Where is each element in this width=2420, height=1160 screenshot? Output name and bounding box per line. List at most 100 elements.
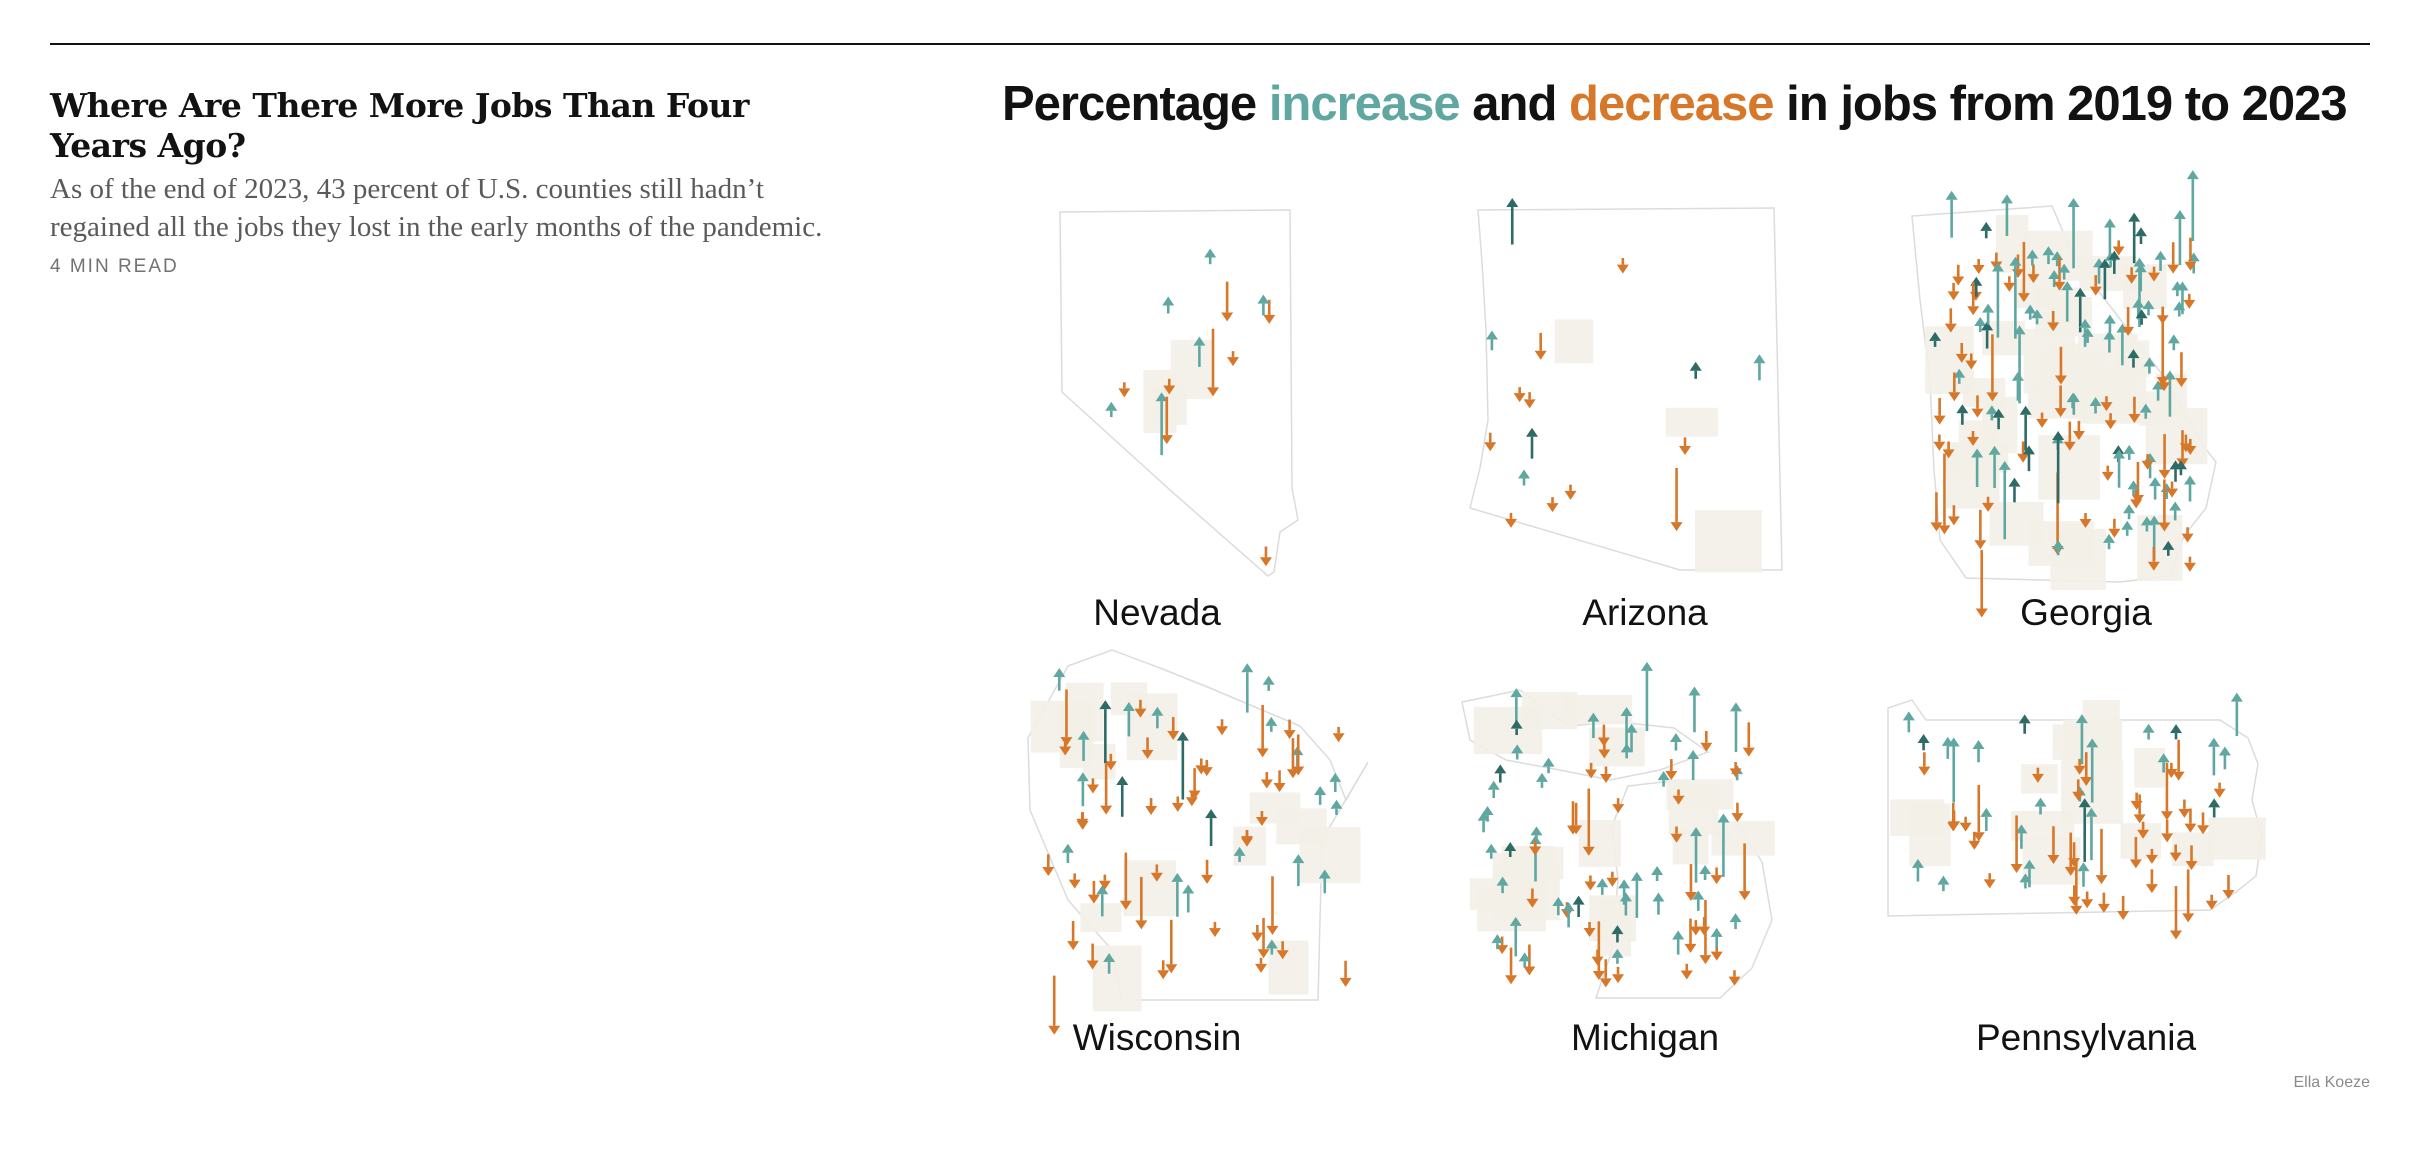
decrease-arrow xyxy=(1157,960,1170,980)
decrease-arrow xyxy=(2160,762,2173,821)
decrease-arrow xyxy=(2054,385,2067,418)
increase-arrow xyxy=(1053,667,1066,691)
decrease-arrow xyxy=(1221,281,1234,322)
story-card[interactable]: Where Are There More Jobs Than Four Year… xyxy=(50,86,850,278)
decrease-arrow xyxy=(1513,387,1526,403)
increase-arrow xyxy=(1292,854,1305,887)
decrease-arrow xyxy=(1048,975,1061,1035)
decrease-arrow xyxy=(2213,782,2226,798)
decrease-arrow xyxy=(1968,831,1981,850)
decrease-arrow xyxy=(2072,779,2085,801)
increase-arrow xyxy=(1262,675,1275,691)
decrease-arrow xyxy=(1135,876,1148,930)
title-and: and xyxy=(1459,77,1570,131)
decrease-arrow xyxy=(2158,479,2171,532)
decrease-arrow xyxy=(2072,420,2085,441)
decrease-arrow xyxy=(2122,307,2135,336)
increase-arrow xyxy=(2067,197,2080,269)
increase-arrow xyxy=(2103,218,2116,256)
decrease-arrow xyxy=(1098,874,1111,890)
decrease-arrow xyxy=(1952,264,1965,286)
county-shade xyxy=(1578,820,1622,867)
decrease-arrow xyxy=(2158,376,2171,392)
increase-arrow xyxy=(2139,403,2152,419)
increase-arrow xyxy=(1487,780,1500,799)
decrease-arrow xyxy=(1276,941,1289,960)
increase-arrow xyxy=(1257,294,1270,316)
increase-arrow xyxy=(1241,663,1254,713)
decrease-arrow xyxy=(1266,876,1279,935)
increase-arrow xyxy=(1729,913,1742,930)
increase-arrow xyxy=(1329,772,1342,793)
decrease-arrow xyxy=(1670,468,1683,532)
increase-arrow xyxy=(1753,354,1766,381)
decrease-arrow xyxy=(1523,944,1536,976)
decrease-arrow xyxy=(1983,873,1996,889)
decrease-arrow xyxy=(1119,852,1132,910)
arizona-outline xyxy=(1469,207,1783,571)
increase-arrow xyxy=(1518,952,1531,968)
decrease-arrow xyxy=(2145,848,2158,864)
decrease-arrow xyxy=(1086,943,1099,970)
increase-arrow xyxy=(2143,357,2156,374)
increase-arrow xyxy=(2154,250,2167,271)
increase-arrow xyxy=(1496,876,1509,894)
increase-arrow xyxy=(2015,824,2028,849)
decrease-arrow xyxy=(1260,772,1273,789)
decrease-arrow xyxy=(1163,378,1176,395)
decrease-arrow xyxy=(1201,859,1214,884)
increase-arrow xyxy=(1526,427,1539,459)
increase-arrow xyxy=(2058,263,2071,280)
decrease-arrow xyxy=(2017,441,2030,463)
story-headline[interactable]: Where Are There More Jobs Than Four Year… xyxy=(50,86,749,165)
decrease-arrow xyxy=(1728,970,1741,986)
increase-arrow xyxy=(1587,712,1600,739)
increase-arrow xyxy=(2008,477,2021,503)
state-label-georgia: Georgia xyxy=(2020,592,2152,633)
decrease-arrow xyxy=(2080,752,2093,787)
decrease-arrow xyxy=(1100,764,1113,815)
increase-arrow xyxy=(2121,520,2134,536)
increase-arrow xyxy=(1485,330,1498,351)
increase-arrow xyxy=(2142,300,2155,316)
decrease-arrow xyxy=(2181,527,2194,543)
increase-arrow xyxy=(1204,248,1217,265)
decrease-arrow xyxy=(1145,798,1158,816)
decrease-arrow xyxy=(1948,372,1961,402)
increase-arrow xyxy=(2170,724,2183,740)
decrease-arrow xyxy=(1505,947,1518,985)
decrease-arrow xyxy=(2036,412,2049,428)
decrease-arrow xyxy=(2141,454,2154,470)
map-nevada xyxy=(1059,209,1299,577)
decrease-arrow xyxy=(2129,837,2142,869)
increase-arrow xyxy=(2031,309,2044,325)
decrease-arrow xyxy=(1986,334,1999,402)
increase-arrow xyxy=(1657,771,1670,787)
increase-arrow xyxy=(1265,939,1278,955)
state-label-pennsylvania: Pennsylvania xyxy=(1975,1017,2197,1058)
increase-arrow xyxy=(1917,734,1930,751)
decrease-arrow xyxy=(1273,770,1286,792)
decrease-arrow xyxy=(1484,432,1497,452)
decrease-arrow xyxy=(1167,717,1180,740)
increase-arrow xyxy=(1640,661,1653,731)
county-shade xyxy=(1065,682,1104,742)
decrease-arrow xyxy=(1918,752,1931,776)
increase-arrow xyxy=(1265,716,1278,732)
decrease-arrow xyxy=(1591,949,1604,966)
increase-arrow xyxy=(2142,723,2155,740)
decrease-arrow xyxy=(2095,828,2108,885)
decrease-arrow xyxy=(1959,816,1972,832)
increase-arrow xyxy=(1956,404,1969,425)
decrease-arrow xyxy=(2130,489,2143,509)
county-shade xyxy=(2120,823,2162,859)
decrease-arrow xyxy=(1104,753,1117,771)
county-shade xyxy=(1711,821,1775,856)
increase-arrow xyxy=(1330,799,1343,815)
decrease-arrow xyxy=(2027,264,2040,284)
decrease-arrow xyxy=(1523,392,1536,409)
decrease-arrow xyxy=(2169,886,2182,940)
decrease-arrow xyxy=(1496,936,1509,955)
map-pennsylvania xyxy=(1887,692,2266,940)
decrease-arrow xyxy=(1938,453,1951,535)
